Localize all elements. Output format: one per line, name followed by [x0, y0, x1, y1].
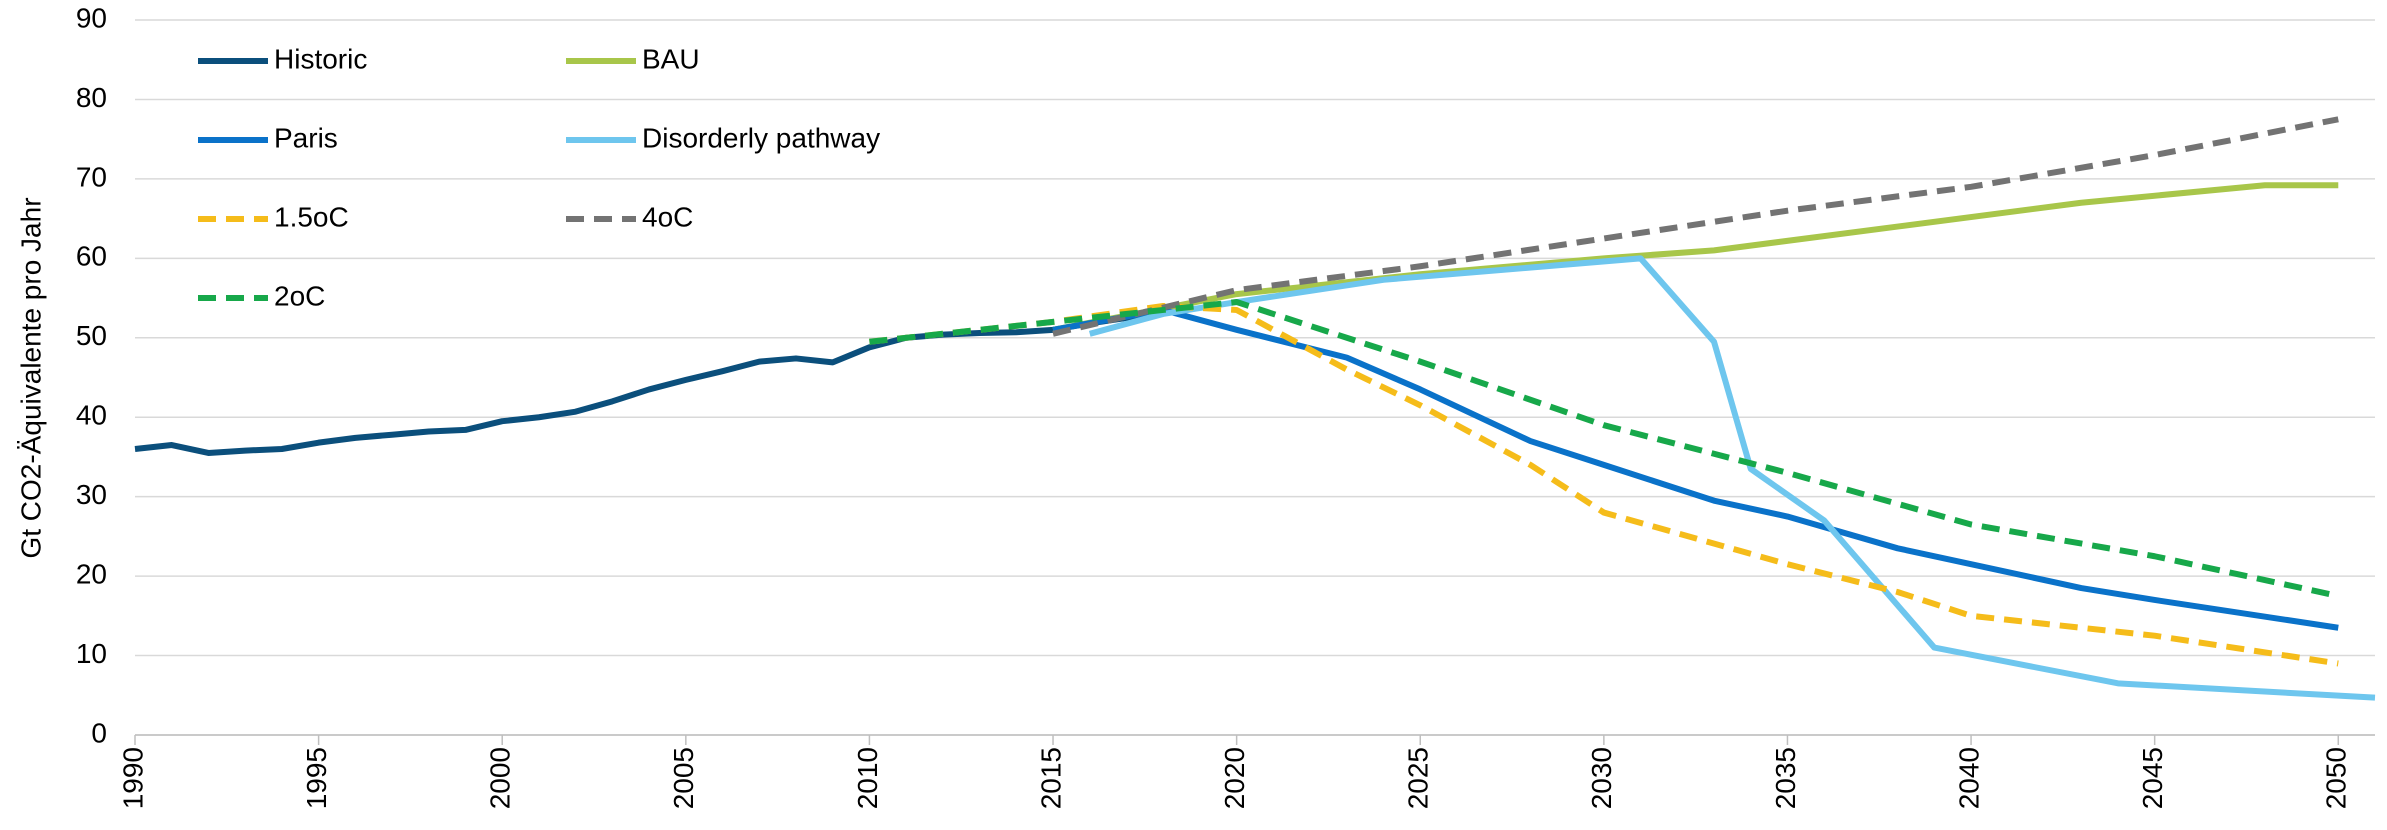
legend-label: Historic — [274, 43, 367, 74]
x-tick-label: 2045 — [2137, 747, 2168, 809]
line-series — [134, 308, 1164, 456]
x-tick-label: 2030 — [1586, 747, 1617, 809]
y-tick-label: 10 — [76, 638, 107, 669]
y-axis-label: Gt CO2-Äquivalente pro Jahr — [15, 197, 46, 558]
x-tick-label: 2025 — [1403, 747, 1434, 809]
legend-label: 4oC — [642, 201, 693, 232]
x-tick-label: 2020 — [1219, 747, 1250, 809]
line-series — [869, 299, 2339, 599]
x-tick-label: 2040 — [1953, 747, 1984, 809]
x-tick-label: 2050 — [2321, 747, 2352, 809]
x-tick-label: 2005 — [668, 747, 699, 809]
x-tick-label: 2035 — [1770, 747, 1801, 809]
x-tick-label: 1995 — [301, 747, 332, 809]
line-series — [1088, 255, 2376, 701]
y-tick-label: 70 — [76, 161, 107, 192]
legend-label: 2oC — [274, 280, 325, 311]
legend-label: BAU — [642, 43, 700, 74]
legend-label: 1.5oC — [274, 201, 349, 232]
line-series — [869, 303, 2339, 667]
x-tick-label: 2000 — [485, 747, 516, 809]
line-series — [1052, 306, 2339, 631]
x-tick-label: 2010 — [852, 747, 883, 809]
x-tick-label: 2015 — [1035, 747, 1066, 809]
y-tick-label: 30 — [76, 479, 107, 510]
y-tick-label: 40 — [76, 400, 107, 431]
x-tick-label: 1990 — [117, 747, 148, 809]
y-tick-label: 20 — [76, 559, 107, 590]
line-series — [1052, 116, 2339, 337]
y-tick-label: 50 — [76, 320, 107, 351]
y-tick-label: 90 — [76, 2, 107, 33]
y-tick-label: 80 — [76, 82, 107, 113]
legend-label: Paris — [274, 122, 338, 153]
y-tick-label: 60 — [76, 241, 107, 272]
y-tick-label: 0 — [91, 717, 107, 748]
legend-label: Disorderly pathway — [642, 122, 880, 153]
line-series — [1052, 182, 2339, 333]
